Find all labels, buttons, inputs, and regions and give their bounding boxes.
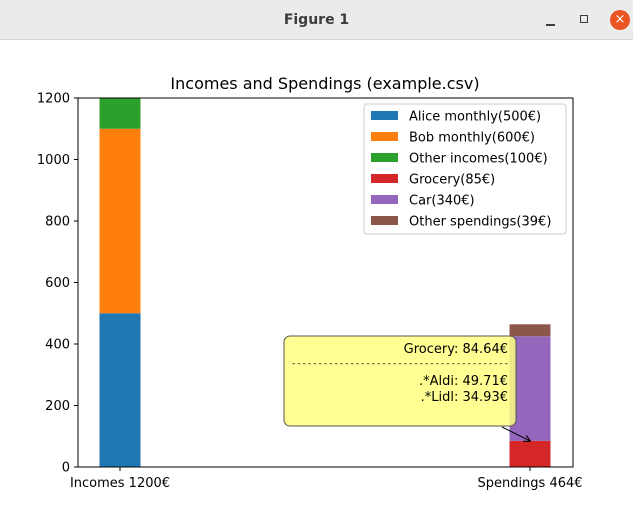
y-tick-label: 1000 [37, 153, 70, 168]
close-button[interactable]: × [610, 10, 630, 30]
close-icon: × [614, 12, 626, 27]
annotation-box [283, 335, 517, 427]
x-tick-label: Incomes 1200€ [70, 476, 170, 491]
bar-segment[interactable] [99, 128, 141, 314]
legend-label: Other incomes(100€) [409, 152, 548, 167]
annotation-line: Grocery: 84.64€ [404, 342, 508, 357]
legend: Alice monthly(500€) Bob monthly(600€) Othe… [363, 103, 567, 235]
legend-swatch [371, 195, 398, 204]
x-tick-label: Spendings 464€ [477, 476, 582, 491]
y-tick-label: 0 [62, 461, 70, 476]
legend-label: Bob monthly(600€) [409, 131, 535, 146]
legend-label: Other spendings(39€) [409, 215, 551, 230]
bar-segment[interactable] [99, 98, 141, 129]
legend-label: Grocery(85€) [409, 173, 495, 188]
maximize-icon [580, 15, 588, 23]
window-title: Figure 1 [283, 12, 350, 28]
y-tick-label: 200 [45, 399, 70, 414]
legend-label: Car(340€) [409, 194, 475, 209]
maximize-button[interactable] [575, 10, 595, 30]
chart-canvas: Incomes and Spendings (example.csv) 0 200… [37, 74, 583, 491]
y-tick-label: 800 [45, 215, 70, 230]
annotation-tooltip: Grocery: 84.64€ -------------------------… [283, 335, 530, 441]
annotation-line: .*Aldi: 49.71€ [419, 374, 508, 389]
legend-box [363, 103, 567, 235]
legend-swatch [371, 132, 398, 141]
y-tick-label: 400 [45, 338, 70, 353]
y-tick-label: 1200 [37, 92, 70, 107]
legend-swatch [371, 111, 398, 120]
annotation-separator: ----------------------------------------… [292, 359, 508, 369]
bar-segment[interactable] [509, 324, 551, 337]
minimize-button[interactable] [541, 10, 561, 30]
y-axis: 0 200 400 600 800 1000 1200 [37, 92, 78, 476]
annotation-arrow [501, 426, 530, 441]
legend-label: Alice monthly(500€) [409, 110, 541, 125]
x-axis: Incomes 1200€ Spendings 464€ [70, 467, 583, 491]
annotation-line: .*Lidl: 34.93€ [421, 390, 508, 405]
legend-swatch [371, 174, 398, 183]
chart-title: Incomes and Spendings (example.csv) [170, 74, 479, 93]
bar-segment[interactable] [99, 313, 141, 467]
y-tick-label: 600 [45, 276, 70, 291]
minimize-icon [546, 24, 555, 26]
legend-swatch [371, 216, 398, 225]
legend-swatch [371, 153, 398, 162]
bar-segment[interactable] [509, 440, 551, 467]
title-bar[interactable]: Figure 1 × [0, 0, 633, 40]
